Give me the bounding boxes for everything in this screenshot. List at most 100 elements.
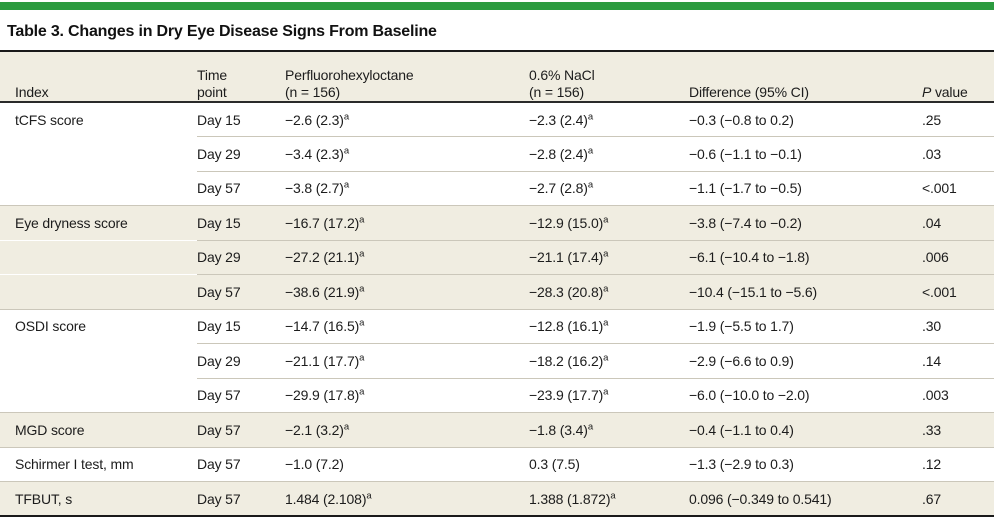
- table-body: tCFS score Day 15 −2.6 (2.3)a −2.3 (2.4)a −0…: [0, 101, 994, 517]
- cell-perfluorohexyloctane: −29.9 (17.8)a: [285, 377, 529, 413]
- cell-difference: −6.1 (−10.4 to −1.8): [689, 239, 922, 275]
- cell-nacl: −18.2 (16.2)a: [529, 343, 689, 378]
- cell-time-point: Day 57: [197, 412, 285, 447]
- cell-difference: −0.3 (−0.8 to 0.2): [689, 101, 922, 137]
- cell-nacl: −2.8 (2.4)a: [529, 136, 689, 171]
- table-row: tCFS score Day 15 −2.6 (2.3)a −2.3 (2.4)a −0…: [0, 101, 994, 137]
- footnote-marker: a: [587, 145, 593, 157]
- accent-top-bar: [0, 2, 994, 10]
- column-header: Perfluorohexyloctane (n = 156): [285, 50, 529, 103]
- table-panel: Table 3. Changes in Dry Eye Disease Sign…: [0, 2, 994, 517]
- cell-difference: −1.9 (−5.5 to 1.7): [689, 308, 922, 344]
- footnote-marker: a: [603, 214, 609, 226]
- footnote-marker: a: [343, 179, 349, 191]
- cell-nacl: −2.3 (2.4)a: [529, 101, 689, 137]
- column-header: Difference (95% CI): [689, 50, 922, 103]
- cell-p-value: .003: [922, 377, 994, 413]
- cell-perfluorohexyloctane: −38.6 (21.9)a: [285, 274, 529, 309]
- cell-nacl: −28.3 (20.8)a: [529, 274, 689, 309]
- footnote-marker: a: [366, 489, 372, 501]
- footnote-marker: a: [359, 283, 365, 295]
- cell-index: Schirmer I test, mm: [0, 446, 197, 482]
- cell-p-value: .67: [922, 481, 994, 517]
- cell-difference: −3.8 (−7.4 to −0.2): [689, 205, 922, 240]
- cell-index: tCFS score: [0, 101, 197, 137]
- column-header: Time point: [197, 50, 285, 103]
- cell-time-point: Day 57: [197, 274, 285, 309]
- cell-time-point: Day 15: [197, 308, 285, 344]
- column-header: 0.6% NaCl (n = 156): [529, 50, 689, 103]
- table-row: TFBUT, s Day 57 1.484 (2.108)a 1.388 (1.872…: [0, 481, 994, 517]
- cell-perfluorohexyloctane: −2.6 (2.3)a: [285, 101, 529, 137]
- footnote-marker: a: [359, 352, 365, 364]
- table-row: Eye dryness score Day 15 −16.7 (17.2)a −12.…: [0, 205, 994, 240]
- cell-time-point: Day 57: [197, 446, 285, 482]
- footnote-marker: a: [603, 248, 609, 260]
- cell-time-point: Day 29: [197, 136, 285, 171]
- cell-perfluorohexyloctane: −27.2 (21.1)a: [285, 239, 529, 275]
- cell-difference: 0.096 (−0.349 to 0.541): [689, 481, 922, 517]
- cell-nacl: −21.1 (17.4)a: [529, 239, 689, 275]
- footnote-marker: a: [603, 317, 609, 329]
- cell-difference: −0.4 (−1.1 to 0.4): [689, 412, 922, 447]
- footnote-marker: a: [610, 489, 616, 501]
- table-row: Day 57 −29.9 (17.8)a −23.9 (17.7)a −6.0 (−1…: [0, 377, 994, 413]
- cell-perfluorohexyloctane: 1.484 (2.108)a: [285, 481, 529, 517]
- cell-difference: −1.3 (−2.9 to 0.3): [689, 446, 922, 482]
- cell-difference: −1.1 (−1.7 to −0.5): [689, 170, 922, 206]
- cell-nacl: −23.9 (17.7)a: [529, 377, 689, 413]
- footnote-marker: a: [343, 110, 349, 122]
- cell-nacl: 1.388 (1.872)a: [529, 481, 689, 517]
- cell-perfluorohexyloctane: −3.8 (2.7)a: [285, 170, 529, 206]
- table-row: Day 29 −3.4 (2.3)a −2.8 (2.4)a −0.6 (−1.1 t…: [0, 136, 994, 171]
- cell-p-value: .25: [922, 101, 994, 137]
- cell-difference: −6.0 (−10.0 to −2.0): [689, 377, 922, 413]
- cell-index: MGD score: [0, 412, 197, 447]
- table-row: Day 57 −3.8 (2.7)a −2.7 (2.8)a −1.1 (−1.7 t…: [0, 170, 994, 206]
- cell-perfluorohexyloctane: −16.7 (17.2)a: [285, 205, 529, 240]
- cell-difference: −2.9 (−6.6 to 0.9): [689, 343, 922, 378]
- cell-index: [0, 171, 197, 206]
- column-header: P value: [922, 50, 994, 103]
- cell-index: [0, 274, 197, 309]
- cell-p-value: <.001: [922, 274, 994, 309]
- cell-nacl: −12.9 (15.0)a: [529, 205, 689, 240]
- table-row: Day 57 −38.6 (21.9)a −28.3 (20.8)a −10.4 (−…: [0, 274, 994, 309]
- table-row: OSDI score Day 15 −14.7 (16.5)a −12.8 (16.1…: [0, 308, 994, 344]
- footnote-marker: a: [587, 179, 593, 191]
- cell-time-point: Day 29: [197, 343, 285, 378]
- footnote-marker: a: [359, 386, 365, 398]
- cell-p-value: <.001: [922, 170, 994, 206]
- cell-time-point: Day 57: [197, 377, 285, 413]
- header-row: Index Time point Perfluorohexyloctane (n = 1…: [0, 50, 994, 103]
- cell-p-value: .006: [922, 239, 994, 275]
- cell-index: [0, 344, 197, 379]
- cell-nacl: −1.8 (3.4)a: [529, 412, 689, 447]
- results-table: Index Time point Perfluorohexyloctane (n = 1…: [0, 50, 994, 517]
- cell-time-point: Day 29: [197, 239, 285, 275]
- cell-nacl: −2.7 (2.8)a: [529, 170, 689, 206]
- footnote-marker: a: [343, 145, 349, 157]
- column-header: Index: [0, 50, 197, 103]
- cell-difference: −0.6 (−1.1 to −0.1): [689, 136, 922, 171]
- cell-index: Eye dryness score: [0, 205, 197, 240]
- cell-perfluorohexyloctane: −21.1 (17.7)a: [285, 343, 529, 378]
- footnote-marker: a: [587, 421, 593, 433]
- table-title: Table 3. Changes in Dry Eye Disease Sign…: [7, 23, 437, 40]
- cell-p-value: .04: [922, 205, 994, 240]
- footnote-marker: a: [359, 248, 365, 260]
- table-row: MGD score Day 57 −2.1 (3.2)a −1.8 (3.4)a −0.…: [0, 412, 994, 447]
- footnote-marker: a: [359, 214, 365, 226]
- cell-perfluorohexyloctane: −3.4 (2.3)a: [285, 136, 529, 171]
- footnote-marker: a: [359, 317, 365, 329]
- cell-index: TFBUT, s: [0, 481, 197, 517]
- footnote-marker: a: [343, 421, 349, 433]
- footnote-marker: a: [603, 352, 609, 364]
- cell-index: [0, 378, 197, 413]
- cell-perfluorohexyloctane: −14.7 (16.5)a: [285, 308, 529, 344]
- footnote-marker: a: [603, 283, 609, 295]
- cell-time-point: Day 15: [197, 205, 285, 240]
- cell-p-value: .03: [922, 136, 994, 171]
- cell-perfluorohexyloctane: −2.1 (3.2)a: [285, 412, 529, 447]
- cell-perfluorohexyloctane: −1.0 (7.2): [285, 446, 529, 482]
